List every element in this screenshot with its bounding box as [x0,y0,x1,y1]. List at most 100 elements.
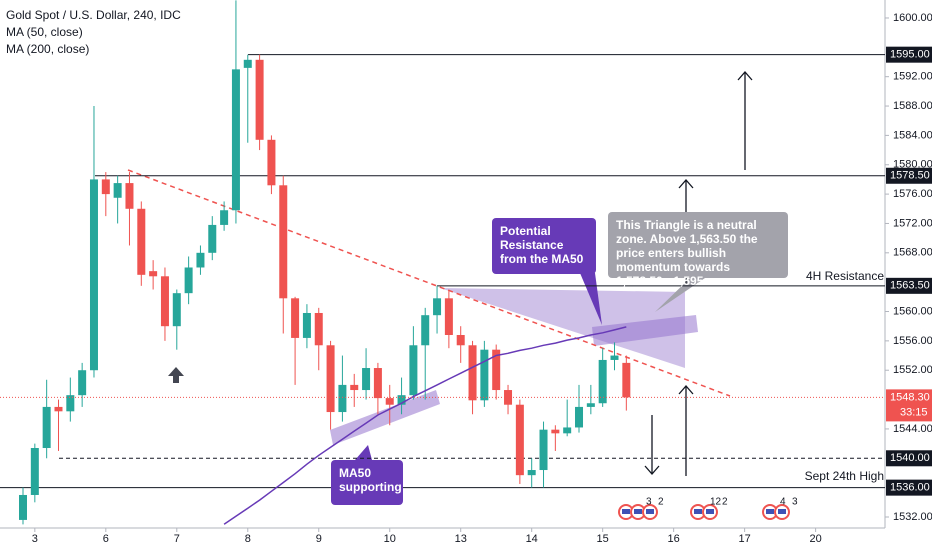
candle-body [19,494,27,520]
candle-body [373,368,382,399]
candle-body [125,183,134,209]
x-tick-label: 14 [526,533,538,545]
countdown: 33:15 [900,406,928,418]
candle-body [385,398,394,405]
candle-body [255,59,264,140]
level-label: Sept 24th High [804,469,884,483]
candle-body [551,429,560,434]
candle-body [492,349,501,391]
candle-body [421,315,430,346]
callout-pointer [355,445,372,460]
y-tick-label: 1532.00 [893,511,932,523]
x-tick-label: 3 [32,533,38,545]
ma-line [223,326,627,525]
level-label: 4H Resistance [805,269,884,283]
candle-body [89,179,98,371]
callout: MA50 supporting [331,460,403,505]
candle-body [350,384,359,391]
price-label-box [886,167,932,184]
x-tick-label: 17 [739,533,751,545]
y-tick-label: 1544.00 [893,423,932,435]
price-label: 1540.00 [890,452,930,464]
candle-body [527,470,536,476]
x-tick-label: 16 [668,533,680,545]
candle-body [397,395,406,405]
candle-body [539,429,548,471]
candle-body [208,224,217,253]
y-tick-label: 1588.00 [893,100,932,112]
candle-body [302,312,311,338]
price-label-box [886,46,932,63]
candle-body [101,179,110,195]
triangle-zone [440,288,685,368]
x-tick-label: 6 [103,533,109,545]
event-flag [706,509,714,514]
candle-body [279,185,288,299]
symbol-title: Gold Spot / U.S. Dollar, 240, IDC [6,8,181,22]
y-tick-label: 1580.00 [893,159,932,171]
marker-arrow [168,367,184,383]
event-flag [766,509,774,514]
x-tick-label: 20 [809,533,821,545]
x-tick-label: 13 [455,533,467,545]
candle-body [433,298,442,316]
candle-body [362,368,371,391]
candle-body [291,298,300,338]
drawings [0,54,885,489]
candle-body [42,406,51,449]
candle-body [196,252,205,268]
x-tick-label: 8 [245,533,251,545]
x-tick-label: 15 [597,533,609,545]
candle-body [468,345,477,401]
candle-body [563,427,572,434]
price-label: 1536.00 [890,482,930,494]
candle-body [267,139,276,186]
event-count: 4 [780,497,786,508]
y-tick-label: 1560.00 [893,305,932,317]
candle-body [66,395,75,412]
candle-body [586,403,595,407]
candle-body [326,345,335,413]
candle-body [231,69,240,211]
event-count: 2 [722,497,728,508]
y-tick-label: 1576.00 [893,188,932,200]
candle-body [172,293,181,327]
indicator-label: MA (50, close) [6,25,83,39]
event-flag [634,509,642,514]
candle-body [610,355,619,360]
y-tick-label: 1600.00 [893,12,932,24]
candle-body [456,334,465,346]
price-label: 1595.00 [890,49,930,61]
price-label: 1563.50 [890,280,930,292]
candle-body [338,384,347,413]
callout: This Triangle is a neutral zone. Above 1… [608,212,788,288]
candle-body [480,349,489,401]
candle-body [598,359,607,404]
candle-body [149,271,158,277]
candles [19,0,631,525]
callout: Potential Resistance from the MA50 [492,218,596,274]
price-label: 1578.50 [890,170,930,182]
x-tick-label: 10 [384,533,396,545]
y-tick-label: 1584.00 [893,129,932,141]
last-price-box [886,389,932,422]
candle-body [409,345,418,396]
x-tick-label: 7 [174,533,180,545]
candle-body [184,267,193,294]
candle-body [160,276,169,327]
candle-body [113,183,122,198]
candle-body [78,370,87,396]
candle-body [515,404,524,476]
support-box [330,390,440,445]
candle-body [622,362,631,398]
event-count: 3 [646,497,652,508]
candle-body [243,59,252,68]
event-count: 2 [658,497,664,508]
y-tick-label: 1556.00 [893,335,932,347]
candle-body [220,210,229,225]
callout-pointer [655,278,705,312]
event-count: 3 [792,497,798,508]
price-label-box [886,450,932,467]
